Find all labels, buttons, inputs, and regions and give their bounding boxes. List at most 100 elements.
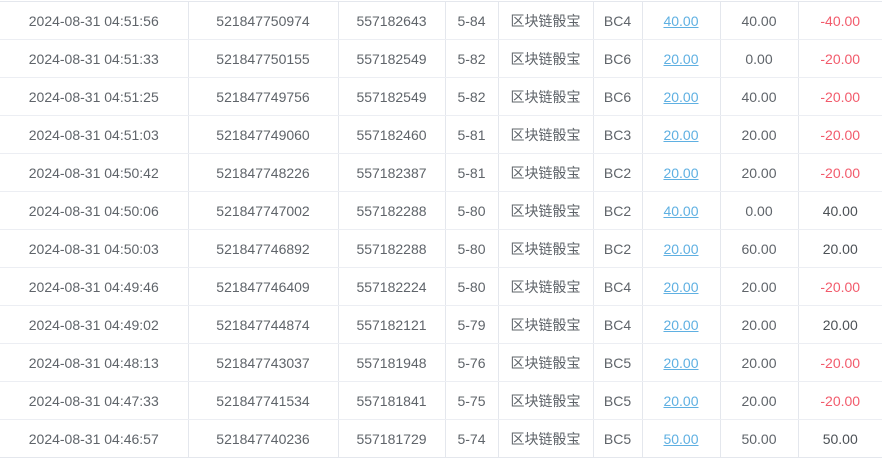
cell-play-type: BC4 <box>593 305 643 344</box>
cell-period: 5-80 <box>445 229 499 268</box>
cell-bet-amount: 20.00 <box>642 305 721 344</box>
cell-bet-time: 2024-08-31 04:50:06 <box>0 191 189 230</box>
cell-bet-amount: 20.00 <box>642 381 721 420</box>
cell-win-loss: 40.00 <box>798 191 882 230</box>
cell-order-number: 521847744874 <box>188 305 339 344</box>
table-row: 2024-08-31 04:48:13 521847743037 557181948… <box>0 343 882 382</box>
cell-round-number: 557182549 <box>338 39 446 78</box>
table-row: 2024-08-31 04:51:56 521847750974 557182643… <box>0 1 882 40</box>
cell-play-type: BC6 <box>593 77 643 116</box>
cell-game-name: 区块链骰宝 <box>498 77 594 116</box>
cell-win-loss: -20.00 <box>798 153 882 192</box>
cell-bet-amount: 40.00 <box>642 1 721 40</box>
table-row: 2024-08-31 04:46:57 521847740236 557181729… <box>0 419 882 458</box>
cell-valid-amount: 50.00 <box>720 419 799 458</box>
cell-bet-time: 2024-08-31 04:49:02 <box>0 305 189 344</box>
table-row: 2024-08-31 04:51:25 521847749756 557182549… <box>0 77 882 116</box>
cell-bet-amount: 20.00 <box>642 153 721 192</box>
cell-period: 5-82 <box>445 39 499 78</box>
cell-period: 5-80 <box>445 191 499 230</box>
cell-play-type: BC6 <box>593 39 643 78</box>
cell-valid-amount: 40.00 <box>720 77 799 116</box>
cell-period: 5-81 <box>445 115 499 154</box>
cell-round-number: 557182387 <box>338 153 446 192</box>
cell-valid-amount: 20.00 <box>720 115 799 154</box>
cell-bet-amount: 20.00 <box>642 77 721 116</box>
cell-period: 5-82 <box>445 77 499 116</box>
cell-game-name: 区块链骰宝 <box>498 267 594 306</box>
bet-amount-link[interactable]: 20.00 <box>663 50 699 67</box>
bet-amount-link[interactable]: 20.00 <box>663 278 699 295</box>
cell-win-loss: 50.00 <box>822 430 858 447</box>
table-row: 2024-08-31 04:49:46 521847746409 557182224… <box>0 267 882 306</box>
cell-bet-amount: 20.00 <box>642 267 721 306</box>
cell-valid-amount: 20.00 <box>720 267 799 306</box>
cell-bet-time: 2024-08-31 04:51:56 <box>0 1 189 40</box>
table-row: 2024-08-31 04:50:03 521847746892 557182288… <box>0 229 882 268</box>
cell-play-type: BC5 <box>593 343 643 382</box>
bet-amount-link[interactable]: 20.00 <box>663 316 699 333</box>
cell-win-loss: -40.00 <box>798 1 882 40</box>
cell-bet-time: 2024-08-31 04:50:03 <box>0 229 189 268</box>
table-row: 2024-08-31 04:50:06 521847747002 557182288… <box>0 191 882 230</box>
cell-game-name: 区块链骰宝 <box>498 229 594 268</box>
bet-amount-link[interactable]: 20.00 <box>663 354 699 371</box>
cell-bet-amount: 50.00 <box>642 419 721 458</box>
cell-win-loss: 20.00 <box>798 305 882 344</box>
cell-order-number: 521847749756 <box>188 77 339 116</box>
cell-game-name: 区块链骰宝 <box>498 1 594 40</box>
cell-round-number: 557182643 <box>338 1 446 40</box>
cell-order-number: 521847740236 <box>188 419 339 458</box>
cell-round-number: 557181841 <box>338 381 446 420</box>
cell-valid-amount: 20.00 <box>720 343 799 382</box>
cell-game-name: 区块链骰宝 <box>498 343 594 382</box>
bet-amount-link[interactable]: 20.00 <box>663 88 699 105</box>
cell-play-type: BC3 <box>593 115 643 154</box>
cell-order-number: 521847741534 <box>188 381 339 420</box>
bet-amount-link[interactable]: 20.00 <box>663 164 699 181</box>
cell-game-name: 区块链骰宝 <box>498 381 594 420</box>
cell-game-name: 区块链骰宝 <box>498 305 594 344</box>
table-row: 2024-08-31 04:51:33 521847750155 557182549… <box>0 39 882 78</box>
cell-round-number: 557181948 <box>338 343 446 382</box>
cell-period: 5-74 <box>445 419 499 458</box>
cell-win-loss: -20.00 <box>798 77 882 116</box>
bet-amount-link[interactable]: 40.00 <box>663 202 699 219</box>
cell-bet-time: 2024-08-31 04:51:33 <box>0 39 189 78</box>
cell-win-loss: -20.00 <box>798 343 882 382</box>
cell-bet-time: 2024-08-31 04:47:33 <box>0 381 189 420</box>
cell-win-loss: 20.00 <box>798 229 882 268</box>
cell-round-number: 557182549 <box>338 77 446 116</box>
cell-order-number: 521847750155 <box>188 39 339 78</box>
cell-round-number: 557182460 <box>338 115 446 154</box>
cell-bet-amount: 40.00 <box>642 191 721 230</box>
bet-amount-link[interactable]: 50.00 <box>663 430 699 447</box>
bet-amount-link[interactable]: 20.00 <box>663 240 699 257</box>
bet-amount-link[interactable]: 20.00 <box>663 392 699 409</box>
cell-bet-time: 2024-08-31 04:51:03 <box>0 115 189 154</box>
cell-play-type: BC2 <box>593 229 643 268</box>
cell-game-name: 区块链骰宝 <box>498 191 594 230</box>
cell-play-type: BC5 <box>593 419 643 458</box>
cell-win-loss: -20.00 <box>798 267 882 306</box>
cell-period: 5-76 <box>445 343 499 382</box>
cell-bet-time: 2024-08-31 04:50:42 <box>0 153 189 192</box>
table-row: 2024-08-31 04:49:02 521847744874 557182121… <box>0 305 882 344</box>
cell-valid-amount: 0.00 <box>720 39 799 78</box>
cell-valid-amount: 40.00 <box>720 1 799 40</box>
cell-round-number: 557182121 <box>338 305 446 344</box>
cell-game-name: 区块链骰宝 <box>498 419 594 458</box>
cell-valid-amount: 20.00 <box>720 153 799 192</box>
cell-win-loss: -20.00 <box>798 39 882 78</box>
bet-amount-link[interactable]: 20.00 <box>663 126 699 143</box>
cell-period: 5-79 <box>445 305 499 344</box>
cell-order-number: 521847746409 <box>188 267 339 306</box>
cell-valid-amount: 60.00 <box>720 229 799 268</box>
cell-bet-amount: 20.00 <box>642 343 721 382</box>
cell-play-type: BC4 <box>593 1 643 40</box>
cell-order-number: 521847750974 <box>188 1 339 40</box>
bet-amount-link[interactable]: 40.00 <box>663 12 699 29</box>
cell-valid-amount: 0.00 <box>720 191 799 230</box>
